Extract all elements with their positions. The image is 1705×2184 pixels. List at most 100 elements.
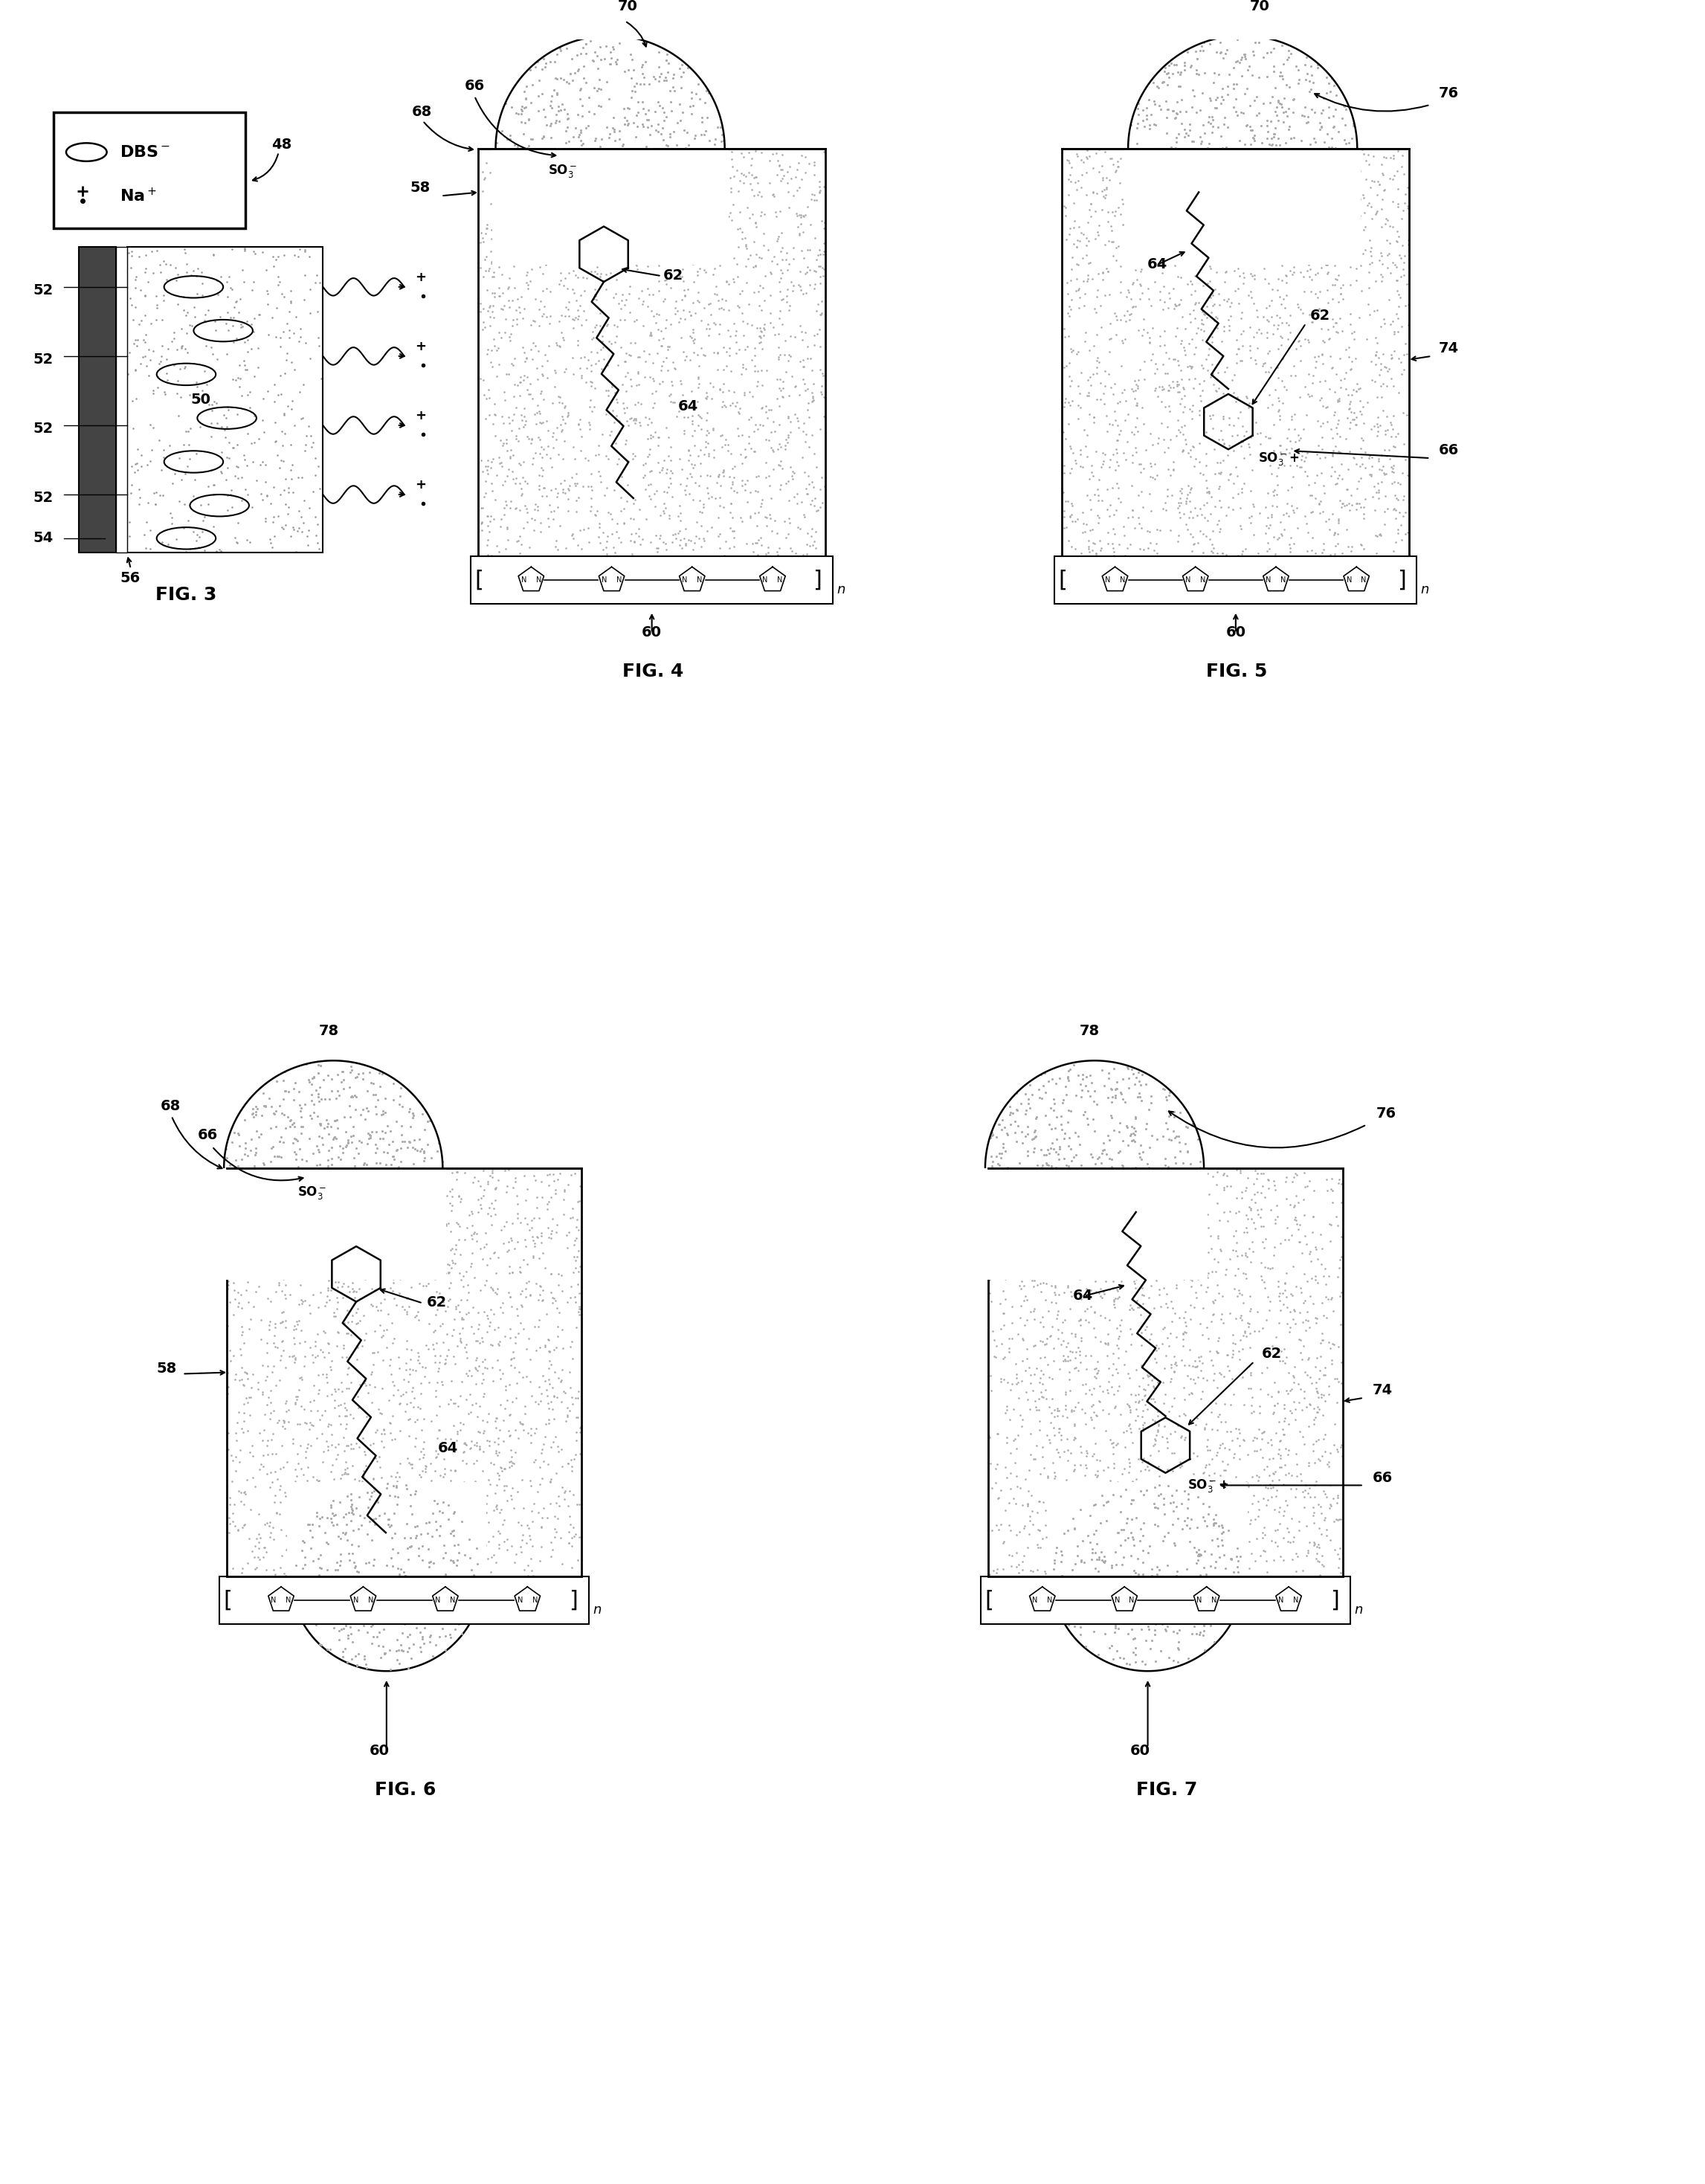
Point [1144, 1208, 1171, 1243]
Point [1241, 1184, 1269, 1219]
Point [1127, 282, 1154, 317]
Point [1103, 1428, 1130, 1463]
Point [1296, 380, 1323, 415]
Point [571, 149, 598, 183]
Point [327, 1256, 355, 1291]
Point [607, 146, 634, 181]
Point [673, 339, 701, 373]
Point [783, 476, 810, 511]
Point [1067, 157, 1095, 192]
Point [658, 365, 685, 400]
Point [1205, 472, 1233, 507]
Point [365, 1540, 392, 1575]
Point [1146, 153, 1173, 188]
Point [1078, 533, 1105, 568]
Point [1238, 1201, 1265, 1236]
Point [1142, 1328, 1170, 1363]
Point [1134, 166, 1161, 201]
Point [1199, 1343, 1226, 1378]
Point [494, 177, 522, 212]
Point [552, 352, 580, 387]
Point [556, 124, 583, 159]
Point [1021, 1190, 1049, 1225]
Point [622, 247, 650, 282]
Point [1153, 1275, 1180, 1310]
Point [300, 1572, 327, 1607]
Point [643, 535, 670, 570]
Point [228, 253, 256, 288]
Point [303, 1153, 331, 1188]
Point [481, 328, 508, 363]
Point [1219, 1511, 1246, 1546]
Point [430, 1540, 457, 1575]
Point [1190, 363, 1217, 397]
Point [1304, 1374, 1332, 1409]
Point [1043, 1293, 1071, 1328]
Point [723, 247, 750, 282]
Point [275, 1391, 302, 1426]
Point [249, 1099, 276, 1133]
Point [397, 1269, 425, 1304]
Point [1088, 192, 1115, 227]
Point [1153, 1177, 1180, 1212]
Point [1216, 1603, 1243, 1638]
Point [583, 223, 610, 258]
Point [249, 1225, 276, 1260]
Point [298, 1219, 326, 1254]
Point [684, 284, 711, 319]
Point [529, 406, 556, 441]
Point [1050, 319, 1078, 354]
Point [390, 1518, 418, 1553]
Point [1231, 1514, 1258, 1548]
Point [810, 400, 837, 435]
Point [638, 216, 665, 251]
Point [1016, 1212, 1043, 1247]
Point [1308, 312, 1335, 347]
Point [1076, 1171, 1103, 1206]
Point [271, 238, 298, 273]
Point [227, 1337, 254, 1372]
Point [1158, 1389, 1185, 1424]
Point [518, 1529, 546, 1564]
Point [1338, 120, 1366, 155]
Point [1064, 1522, 1091, 1557]
Point [373, 1548, 401, 1583]
Point [583, 72, 610, 107]
Point [360, 1581, 387, 1616]
Point [1313, 1446, 1340, 1481]
Point [1153, 155, 1180, 190]
Point [1263, 142, 1291, 177]
Point [321, 1391, 348, 1426]
Point [1122, 1223, 1149, 1258]
Point [1161, 100, 1188, 135]
Point [1369, 155, 1396, 190]
Point [539, 384, 566, 419]
Point [252, 1535, 280, 1570]
Point [1258, 159, 1286, 194]
Point [691, 253, 718, 288]
Point [140, 373, 167, 408]
Point [493, 487, 520, 522]
Point [564, 1267, 592, 1302]
Point [600, 100, 627, 135]
Point [1199, 1548, 1226, 1583]
Point [1253, 107, 1280, 142]
Point [1176, 1302, 1204, 1337]
Point [1052, 384, 1079, 419]
Point [1304, 1529, 1332, 1564]
Point [1170, 142, 1197, 177]
Point [1122, 1555, 1149, 1590]
Point [476, 515, 503, 550]
Point [302, 264, 329, 299]
Text: 76: 76 [1376, 1107, 1396, 1120]
Point [261, 470, 288, 505]
Point [1062, 1341, 1089, 1376]
Point [679, 406, 706, 441]
Point [341, 1236, 368, 1271]
Point [1183, 1350, 1211, 1385]
Point [198, 452, 225, 487]
Point [518, 500, 546, 535]
Point [1296, 1524, 1323, 1559]
Point [576, 175, 604, 210]
Point [706, 109, 733, 144]
